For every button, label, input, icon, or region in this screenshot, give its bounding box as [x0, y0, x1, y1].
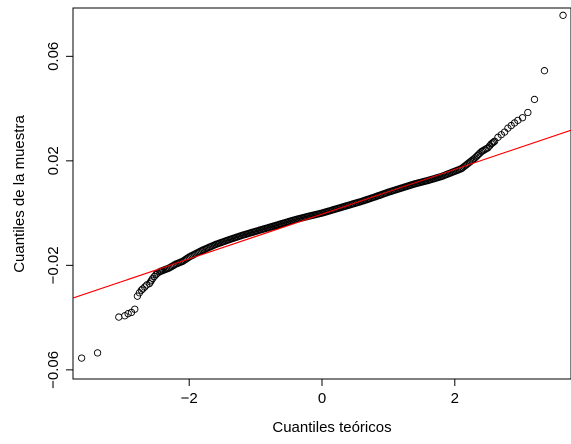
qq-point — [559, 11, 567, 19]
qq-point — [93, 349, 102, 357]
plot-frame — [72, 7, 571, 380]
qq-point — [131, 305, 139, 313]
qq-point — [77, 354, 86, 362]
qq-point — [124, 310, 132, 318]
qq-point — [540, 67, 549, 75]
x-axis-label: Cuantiles teóricos — [272, 419, 391, 436]
y-axis-label: Cuantiles de la muestra — [11, 115, 28, 273]
qq-point-dense — [473, 151, 482, 160]
qq-point-dense — [472, 153, 480, 161]
x-tick-label: 0 — [318, 390, 326, 407]
qq-reference-line-overlay — [73, 129, 571, 299]
qq-point-dense — [481, 145, 489, 153]
qq-point-dense — [146, 278, 155, 286]
qq-point — [530, 95, 539, 104]
y-tick-label: 0.02 — [45, 146, 62, 175]
qq-point — [139, 285, 147, 293]
qq-point — [518, 114, 527, 122]
y-tick-label: −0.02 — [45, 246, 62, 284]
y-tick-label: −0.06 — [45, 351, 62, 389]
qq-point-dense — [303, 212, 312, 221]
qq-point — [524, 108, 532, 117]
x-tick-label: 2 — [451, 390, 459, 407]
qq-point — [141, 283, 149, 291]
qq-point — [115, 313, 123, 321]
qq-point-dense — [469, 155, 478, 163]
y-tick-label: 0.06 — [45, 42, 62, 71]
qq-point-dense — [488, 139, 497, 147]
x-tick-label: −2 — [181, 390, 198, 407]
qq-point-dense — [489, 138, 498, 146]
